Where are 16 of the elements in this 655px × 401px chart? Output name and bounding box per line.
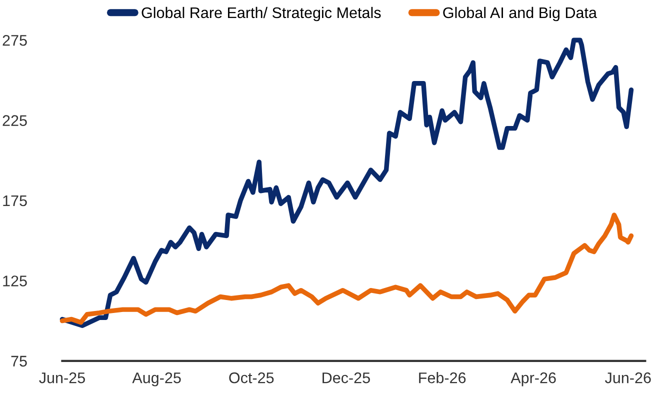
x-tick-label: Feb-26: [419, 372, 466, 384]
y-tick-label: 225: [2, 115, 27, 126]
line-series: [60, 212, 634, 325]
x-tick-label: Aug-25: [132, 372, 181, 386]
x-tick-label: Dec-25: [322, 372, 370, 384]
x-tick-label: Jun-25: [39, 372, 85, 384]
y-tick-label: 175: [3, 196, 27, 206]
legend-label: Global AI and Big Data: [443, 6, 597, 22]
y-tick-label: 75: [11, 356, 27, 367]
legend-label: Global Rare Earth/ Strategic Metals: [142, 6, 381, 22]
x-tick-label: Apr-26: [510, 372, 556, 386]
y-tick-label: 275: [2, 34, 27, 46]
x-tick-label: Oct-25: [229, 372, 274, 384]
x-tick-label: Jun-26: [605, 372, 651, 384]
line-series: [60, 38, 634, 328]
y-tick-label: 125: [3, 276, 27, 286]
